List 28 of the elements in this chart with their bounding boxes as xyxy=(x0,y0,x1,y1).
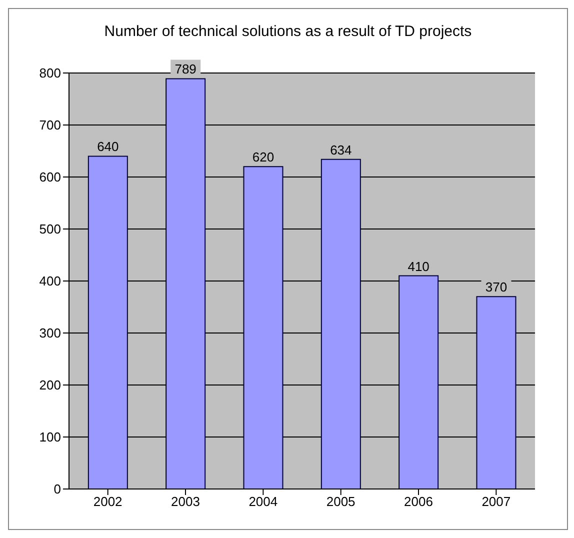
y-tick-label: 0 xyxy=(54,482,61,497)
bar xyxy=(320,158,361,489)
y-tick-label: 800 xyxy=(39,66,61,81)
data-label: 789 xyxy=(174,62,196,77)
bar xyxy=(88,156,128,489)
x-tick-label: 2003 xyxy=(171,494,200,510)
x-tick-label: 2006 xyxy=(404,494,433,510)
y-tick-label: 100 xyxy=(39,430,61,445)
y-tick-label: 300 xyxy=(39,326,61,341)
x-tick-label: 2005 xyxy=(326,494,356,510)
x-tick-label: 2002 xyxy=(93,494,122,510)
data-label: 410 xyxy=(408,258,430,274)
data-label: 634 xyxy=(330,142,352,158)
x-tick-label: 2004 xyxy=(248,494,278,510)
data-label: 370 xyxy=(485,280,508,295)
chart-title: Number of technical solutions as a result of TD projects xyxy=(103,22,473,42)
data-label: 620 xyxy=(252,150,274,165)
y-tick-label: 600 xyxy=(39,170,61,185)
bar xyxy=(476,296,516,489)
y-tick-label: 200 xyxy=(39,378,61,393)
x-tick-label: 2007 xyxy=(482,494,511,510)
y-tick-label: 700 xyxy=(39,118,61,133)
y-tick-label: 400 xyxy=(39,274,61,289)
bar xyxy=(243,166,284,489)
bar xyxy=(398,275,439,489)
data-label: 640 xyxy=(97,139,119,154)
y-tick-label: 500 xyxy=(39,222,61,237)
bar xyxy=(166,78,206,489)
